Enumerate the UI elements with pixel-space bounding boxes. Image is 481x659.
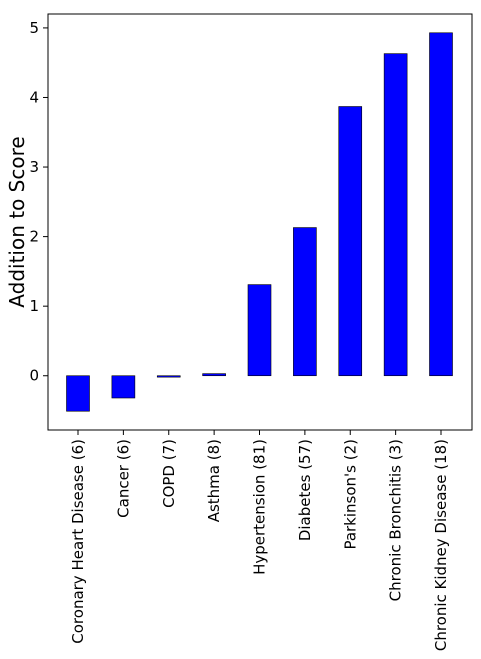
x-tick-label: Hypertension (81) <box>251 439 269 575</box>
x-tick-label: Parkinson's (2) <box>341 439 359 550</box>
bar <box>202 373 226 377</box>
y-tick-label: 2 <box>29 228 39 246</box>
y-tick-label: 1 <box>29 297 39 315</box>
x-tick-label: Diabetes (57) <box>296 439 314 541</box>
x-tick-label: Chronic Bronchitis (3) <box>387 439 405 601</box>
bar <box>111 375 136 399</box>
bar <box>293 227 317 377</box>
bar <box>429 32 453 377</box>
x-tick-label: Asthma (8) <box>205 439 223 522</box>
bar <box>383 53 408 377</box>
y-tick-label: 0 <box>29 367 39 385</box>
bar <box>338 106 363 377</box>
x-axis-ticks: Coronary Heart Disease (6) Cancer (6) COPD… <box>69 430 450 651</box>
y-tick-label: 4 <box>29 88 39 106</box>
x-tick-label: Chronic Kidney Disease (18) <box>432 439 450 651</box>
x-tick-label: COPD (7) <box>160 439 178 508</box>
bars-group <box>66 32 453 412</box>
y-axis-title: Addition to Score <box>5 136 29 307</box>
x-tick-label: Cancer (6) <box>114 439 132 518</box>
y-axis-ticks: 0 1 2 3 4 5 <box>29 19 48 385</box>
y-tick-label: 5 <box>29 19 39 37</box>
bar <box>156 375 181 378</box>
x-tick-label: Coronary Heart Disease (6) <box>69 439 87 644</box>
y-tick-label: 3 <box>29 158 39 176</box>
bar <box>247 284 272 377</box>
bar <box>66 375 90 412</box>
